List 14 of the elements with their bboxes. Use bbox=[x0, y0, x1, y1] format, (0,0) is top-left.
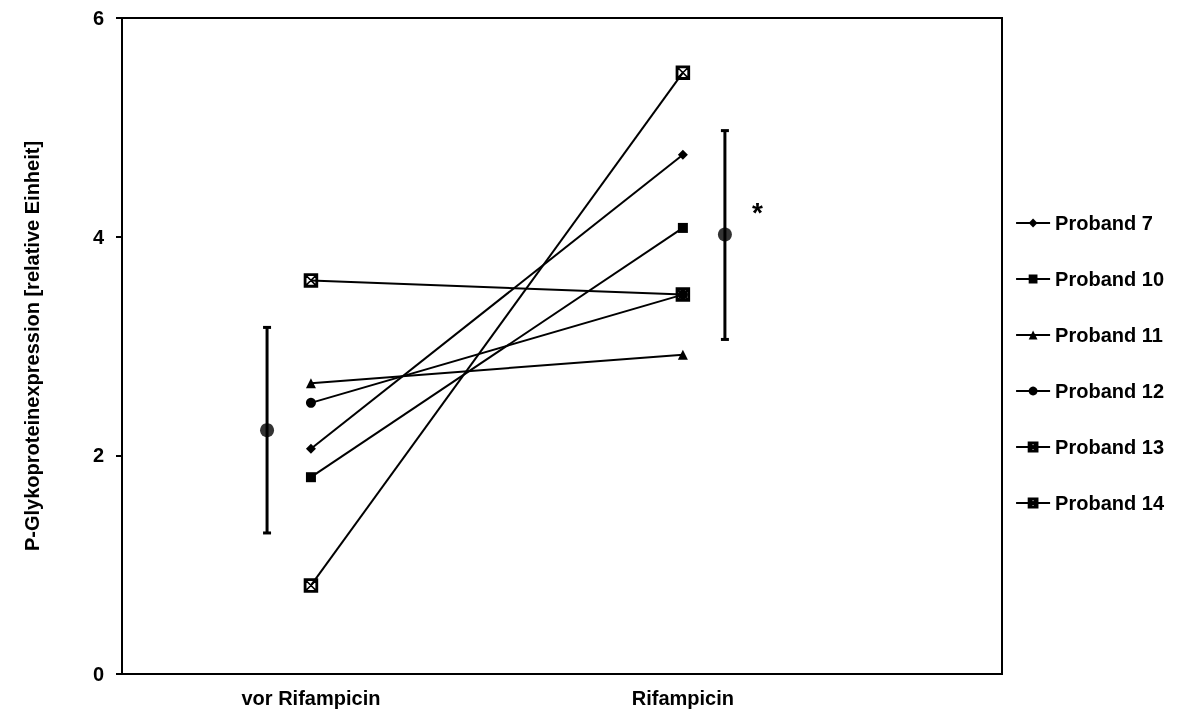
x-tick-label: vor Rifampicin bbox=[241, 687, 381, 709]
legend-label: Proband 12 bbox=[1055, 380, 1165, 402]
legend-label: Proband 14 bbox=[1055, 492, 1165, 514]
annotation: * bbox=[752, 196, 763, 228]
y-tick-label: 0 bbox=[92, 663, 104, 685]
x-tick-label: Rifampicin bbox=[631, 687, 734, 709]
y-tick-label: 2 bbox=[92, 444, 104, 467]
legend-label: Proband 10 bbox=[1055, 268, 1165, 290]
y-tick-label: 4 bbox=[92, 225, 105, 248]
y-tick-label: 6 bbox=[92, 7, 104, 29]
legend-label: Proband 11 bbox=[1055, 324, 1163, 346]
y-axis-title: P-Glykoproteinexpression [relative Einheit] bbox=[21, 140, 43, 552]
legend-label: Proband 13 bbox=[1055, 436, 1165, 458]
legend-label: Proband 7 bbox=[1055, 212, 1153, 234]
